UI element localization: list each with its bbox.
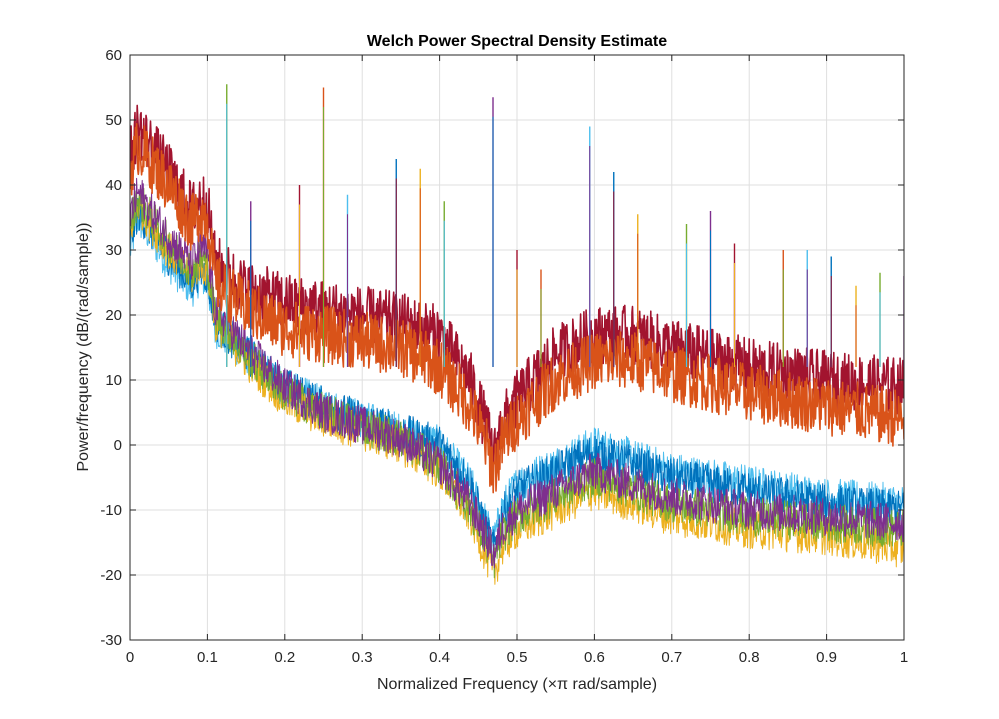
y-tick-label: -30: [100, 632, 122, 649]
x-tick-label: 0.7: [661, 649, 682, 666]
x-tick-label: 0.8: [739, 649, 760, 666]
y-tick-label: 10: [105, 372, 122, 389]
x-tick-label: 0.2: [274, 649, 295, 666]
x-tick-label: 0.5: [507, 649, 528, 666]
y-tick-label: 30: [105, 242, 122, 259]
x-tick-label: 0.1: [197, 649, 218, 666]
y-tick-label: 60: [105, 47, 122, 64]
x-tick-label: 0.3: [352, 649, 373, 666]
x-tick-labels: 0 0.1 0.2 0.3 0.4 0.5 0.6 0.7 0.8 0.9 1: [126, 649, 908, 666]
x-tick-label: 1: [900, 649, 908, 666]
y-tick-label: 40: [105, 177, 122, 194]
series-layer: [130, 84, 904, 585]
x-tick-label: 0.9: [816, 649, 837, 666]
chart-title: Welch Power Spectral Density Estimate: [367, 33, 667, 50]
psd-series-line: [130, 177, 904, 569]
x-axis-label: Normalized Frequency (×π rad/sample): [377, 676, 657, 693]
y-tick-label: -20: [100, 567, 122, 584]
psd-series-line: [130, 123, 904, 494]
x-tick-label: 0.4: [429, 649, 450, 666]
y-tick-label: 50: [105, 112, 122, 129]
y-tick-label: 0: [114, 437, 122, 454]
tick-marks: [129, 54, 905, 641]
y-tick-label: -10: [100, 502, 122, 519]
x-tick-label: 0: [126, 649, 134, 666]
x-tick-label: 0.6: [584, 649, 605, 666]
y-axis-label: Power/frequency (dB/(rad/sample)): [75, 223, 92, 472]
y-tick-label: 20: [105, 307, 122, 324]
y-tick-labels: -30 -20 -10 0 10 20 30 40 50 60: [100, 47, 122, 649]
